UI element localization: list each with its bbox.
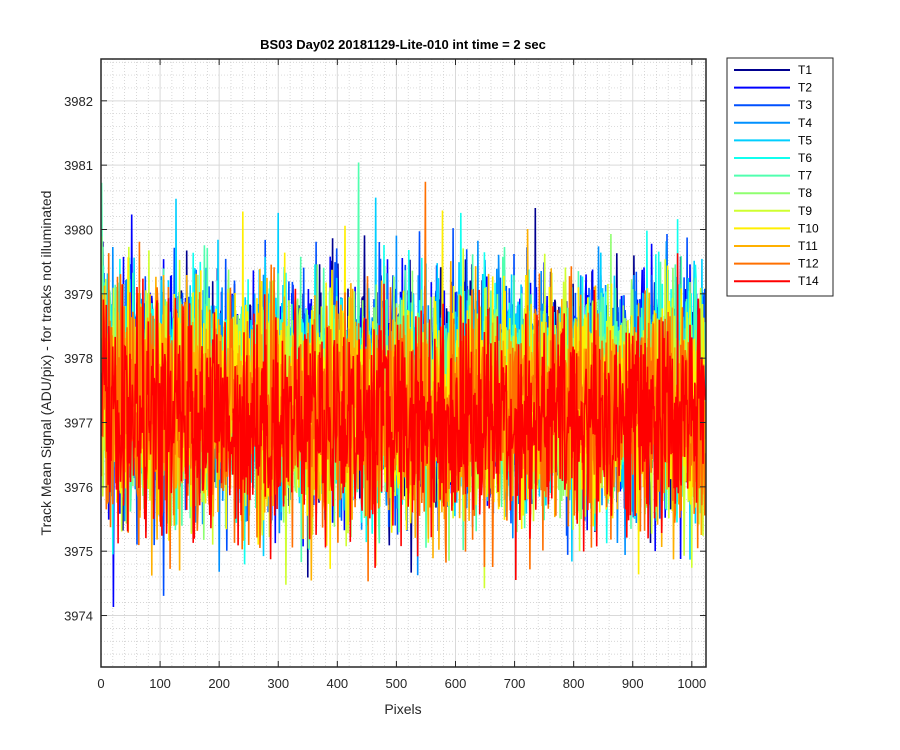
series-lines (101, 162, 706, 608)
x-tick-label: 200 (208, 676, 230, 691)
x-tick-label: 500 (386, 676, 408, 691)
y-tick-label: 3978 (64, 351, 93, 366)
legend-label-T6: T6 (798, 151, 812, 165)
y-tick-label: 3980 (64, 222, 93, 237)
legend-label-T2: T2 (798, 81, 812, 95)
y-tick-label: 3974 (64, 609, 93, 624)
x-tick-label: 100 (149, 676, 171, 691)
axes-box (100, 58, 707, 668)
legend-label-T14: T14 (798, 274, 819, 288)
y-tick-label: 3976 (64, 480, 93, 495)
legend-label-T5: T5 (798, 133, 812, 147)
legend-label-T9: T9 (798, 204, 812, 218)
x-tick-label: 600 (445, 676, 467, 691)
legend: T1 T2 T3 T4 T5 T6 T7 T8 T9 T10 T11 T12 T14 (726, 57, 834, 297)
x-tick-label: 900 (622, 676, 644, 691)
y-axis-label: Track Mean Signal (ADU/pix) - for tracks… (38, 191, 54, 536)
legend-label-T11: T11 (798, 239, 818, 253)
legend-label-T12: T12 (798, 257, 819, 271)
x-tick-label: 800 (563, 676, 585, 691)
legend-box (726, 57, 834, 297)
x-axis-label: Pixels (384, 701, 421, 717)
x-tick-labels: 0 100 200 300 400 500 600 700 800 900 1000 (97, 676, 706, 691)
x-tick-label: 300 (267, 676, 289, 691)
y-tick-label: 3982 (64, 94, 93, 109)
x-tick-label: 400 (326, 676, 348, 691)
y-tick-label: 3979 (64, 287, 93, 302)
chart-title: BS03 Day02 20181129-Lite-010 int time = … (260, 37, 546, 52)
x-tick-label: 700 (504, 676, 526, 691)
legend-label-T7: T7 (798, 169, 812, 183)
axis-ticks (100, 59, 706, 667)
legend-label-T4: T4 (798, 116, 812, 130)
y-tick-label: 3977 (64, 416, 93, 431)
legend-label-T1: T1 (798, 63, 812, 77)
x-tick-label: 1000 (677, 676, 706, 691)
series-line-T14 (101, 253, 706, 581)
y-tick-labels: 3974 3975 3976 3977 3978 3979 3980 3981 3982 (64, 94, 93, 624)
legend-label-T10: T10 (798, 221, 819, 235)
x-tick-label: 0 (97, 676, 104, 691)
legend-label-T8: T8 (798, 186, 812, 200)
legend-label-T3: T3 (798, 98, 812, 112)
y-tick-label: 3981 (64, 158, 93, 173)
y-tick-label: 3975 (64, 544, 93, 559)
